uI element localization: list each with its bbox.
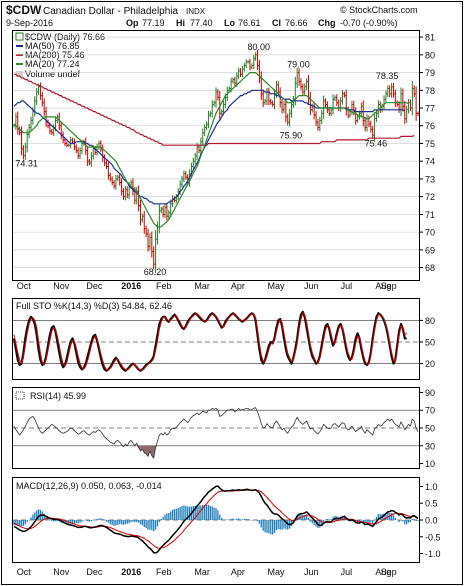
x-axis-label: Jul: [341, 567, 353, 577]
x-axis-label: 2016: [121, 567, 141, 577]
x-axis-label: Nov: [53, 281, 70, 291]
sto-y-tick-label: 80: [425, 316, 435, 326]
legend-ma50: MA(50) 76.85: [25, 41, 80, 51]
x-axis-label: Nov: [53, 567, 70, 577]
price-annotation: 78.35: [376, 71, 399, 81]
price-y-tick-label: 70: [425, 228, 435, 238]
ma20-line: [13, 71, 409, 228]
price-annotation: 75.46: [365, 138, 388, 148]
price-annotation: 80.00: [248, 42, 271, 52]
price-annotation: 68.20: [144, 267, 167, 277]
legend-volume: Volume undef: [25, 69, 81, 79]
low-value: 76.61: [238, 18, 261, 28]
high-value: 77.40: [190, 18, 213, 28]
low-label: Lo: [224, 18, 235, 28]
price-y-tick-label: 81: [425, 33, 435, 43]
x-axis-label: Aug: [375, 281, 391, 291]
x-axis-labels: Oct Nov Dec 2016 Feb Mar Apr May Jun Jul AugSepOct…: [17, 281, 397, 577]
stochastic-plot: 20 50 80: [12, 310, 435, 372]
rsi-oversold-fill: [136, 445, 158, 459]
sto-y-tick-label: 50: [425, 338, 435, 348]
x-axis-label: Jun: [304, 281, 319, 291]
x-axis-label: Mar: [194, 281, 210, 291]
open-label: Op: [126, 18, 139, 28]
macd-y-tick-label: 1.0: [425, 482, 438, 492]
x-axis-label: Jul: [341, 281, 353, 291]
watermark: © StockCharts.com: [340, 5, 418, 15]
rsi-y-tick-label: 30: [425, 441, 435, 451]
rsi-y-tick-label: 70: [425, 406, 435, 416]
macd-y-tick-label: 0.5: [425, 499, 438, 509]
exchange-label: INDX: [186, 7, 206, 16]
close-label: Cl: [272, 18, 281, 28]
price-y-tick-label: 71: [425, 210, 435, 220]
stochastic-panel: [12, 298, 420, 380]
sto-d-line: [13, 312, 408, 371]
x-axis-label: Oct: [17, 281, 32, 291]
macd-y-tick-label: -1.0: [425, 549, 441, 559]
rsi-y-tick-label: 10: [425, 459, 435, 469]
rsi-plot: 10 30 50 70 90: [13, 388, 435, 469]
rsi-y-tick-label: 50: [425, 424, 435, 434]
x-axis-label: Apr: [231, 567, 245, 577]
x-axis-label: May: [267, 281, 285, 291]
macd-plot: -1.0 -0.5 0.0 0.5 1.0: [13, 482, 441, 559]
panel-titles: Full STO %K(14,3) %D(3) 54.84, 62.46 RSI(…: [15, 301, 172, 491]
x-axis-label: May: [267, 567, 285, 577]
x-axis-label: Jun: [304, 567, 319, 577]
rsi-y-tick-label: 90: [425, 388, 435, 398]
open-value: 77.19: [142, 18, 165, 28]
high-label: Hi: [176, 18, 185, 28]
price-y-tick-label: 79: [425, 68, 435, 78]
x-axis-label: Dec: [86, 567, 103, 577]
price-y-tick-label: 78: [425, 86, 435, 96]
price-y-tick-label: 68: [425, 263, 435, 273]
legend-swatch-volume: [16, 71, 23, 77]
price-plot: 68 69 70 71 72 73 74 75 76 77 78 79 80 81 74.31 68.20 80…: [13, 33, 435, 277]
legend-swatch-price: [15, 32, 24, 41]
x-axis-label: Sep: [381, 281, 397, 291]
change-value: -0.70 (-0.90%): [340, 18, 398, 28]
x-axis-label: Sep: [381, 567, 397, 577]
price-y-tick-label: 69: [425, 245, 435, 255]
x-axis-label: Feb: [156, 567, 172, 577]
stochastic-title: Full STO %K(14,3) %D(3) 54.84, 62.46: [16, 301, 172, 311]
x-axis-label: Dec: [86, 281, 103, 291]
macd-signal-line: [13, 489, 419, 549]
macd-title: MACD(12,26,9) 0.050, 0.063, -0.014: [16, 481, 162, 491]
x-axis-label: Apr: [231, 281, 245, 291]
x-axis-label: Mar: [194, 567, 210, 577]
macd-y-tick-label: 0.0: [425, 516, 438, 526]
ma200-line: [14, 73, 415, 146]
sto-y-tick-label: 20: [425, 359, 435, 369]
legend-ma20: MA(20) 77.24: [25, 59, 80, 69]
change-label: Chg: [318, 18, 336, 28]
price-y-tick-label: 75: [425, 139, 435, 149]
symbol-title: $CDW: [6, 3, 42, 17]
price-annotation: 75.90: [280, 131, 303, 141]
price-y-tick-label: 74: [425, 157, 435, 167]
price-panel: [12, 30, 420, 281]
x-axis-label: Feb: [156, 281, 172, 291]
price-y-tick-label: 76: [425, 121, 435, 131]
x-axis-label: 2016: [121, 281, 141, 291]
price-y-tick-label: 72: [425, 192, 435, 202]
price-y-tick-label: 80: [425, 50, 435, 60]
macd-line: [13, 485, 419, 554]
instrument-name: Canadian Dollar - Philadelphia: [43, 6, 179, 17]
x-axis-label: Oct: [17, 567, 32, 577]
price-annotation: 79.00: [287, 60, 310, 70]
close-value: 76.66: [285, 18, 308, 28]
rsi-line: [13, 407, 419, 459]
price-annotation: 74.31: [15, 159, 38, 169]
quote-date: 9-Sep-2016: [6, 18, 53, 28]
price-y-tick-label: 73: [425, 174, 435, 184]
rsi-title: RSI(14) 45.99: [30, 391, 86, 401]
rsi-legend-swatch: [15, 391, 25, 400]
macd-y-tick-label: -0.5: [425, 532, 441, 542]
x-axis-label: Aug: [375, 567, 391, 577]
price-y-tick-label: 77: [425, 104, 435, 114]
